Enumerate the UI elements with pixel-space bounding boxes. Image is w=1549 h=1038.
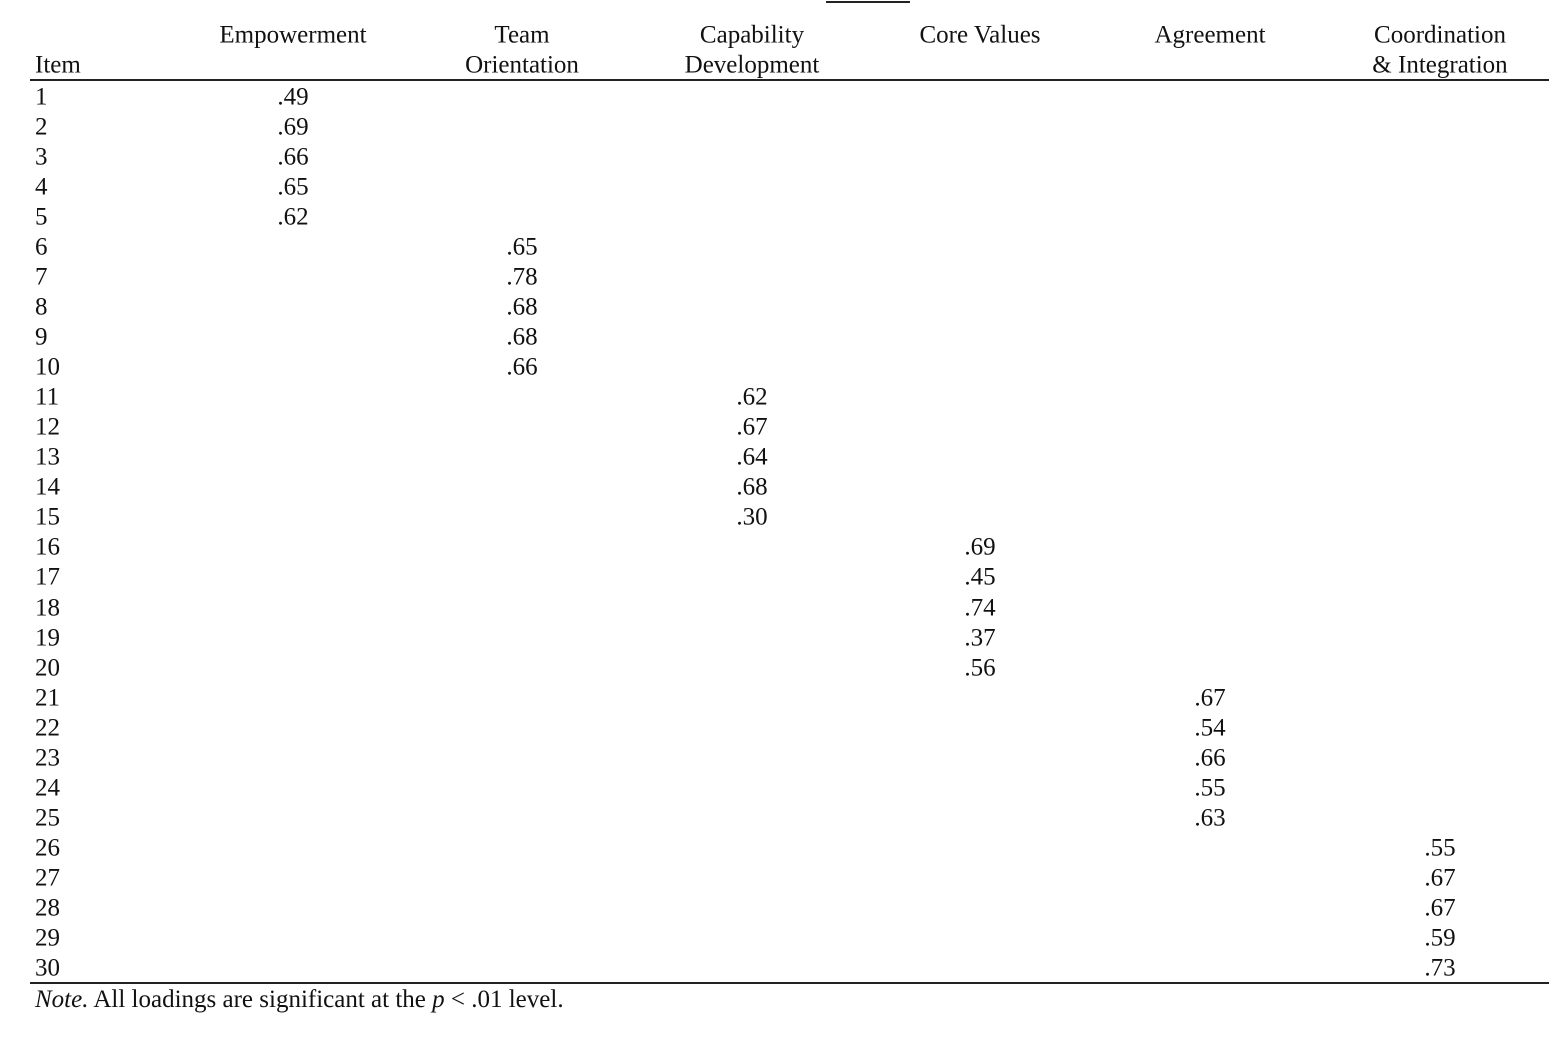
item-number: 13 <box>35 443 60 471</box>
header-cell: Team <box>494 21 550 49</box>
header-cell: Capability <box>699 21 805 49</box>
loading: .68 <box>506 323 538 351</box>
loading: .54 <box>1194 714 1226 742</box>
item-number: 22 <box>35 714 60 742</box>
loading: .67 <box>1194 684 1226 712</box>
item-number: 8 <box>35 293 48 321</box>
note-p: p <box>432 986 445 1013</box>
item-number: 23 <box>35 744 60 772</box>
header-rule <box>30 79 1549 81</box>
item-number: 19 <box>35 624 60 652</box>
loading: .56 <box>964 654 996 682</box>
loading: .68 <box>506 293 538 321</box>
note-text: All loadings are significant at the <box>93 986 426 1013</box>
loading: .67 <box>1424 894 1456 922</box>
loading: .68 <box>736 473 768 501</box>
item-number: 1 <box>35 83 48 111</box>
item-number: 7 <box>35 263 48 291</box>
item-number: 9 <box>35 323 48 351</box>
note-text: < .01 level. <box>450 986 564 1013</box>
item-number: 18 <box>35 594 60 621</box>
header-cell: & Integration <box>1372 51 1508 79</box>
loading: .65 <box>506 233 538 261</box>
loading: .65 <box>277 173 309 201</box>
item-number: 16 <box>35 533 60 561</box>
header-cell: Core Values <box>919 21 1041 49</box>
header-cell: Orientation <box>465 51 579 79</box>
header-cell: Development <box>684 51 820 79</box>
top-rule <box>826 1 910 3</box>
loading: .69 <box>964 533 996 561</box>
loading: .62 <box>736 383 768 411</box>
bottom-rule <box>30 982 1549 984</box>
loading: .59 <box>1424 924 1456 952</box>
item-number: 14 <box>35 473 60 501</box>
item-number: 30 <box>35 954 60 982</box>
header-cell: Coordination <box>1374 21 1506 49</box>
item-number: 15 <box>35 503 60 531</box>
loading: .49 <box>277 83 309 111</box>
loading: .74 <box>964 594 996 621</box>
item-number: 26 <box>35 834 60 862</box>
loading: .55 <box>1424 834 1456 862</box>
loading: .66 <box>1194 744 1226 772</box>
loading: .37 <box>964 624 996 652</box>
item-number: 17 <box>35 563 60 591</box>
item-number: 27 <box>35 864 60 892</box>
loading: .67 <box>1424 864 1456 892</box>
header-cell: Item <box>35 51 81 79</box>
item-number: 24 <box>35 774 60 802</box>
loading: .30 <box>736 503 768 531</box>
item-number: 6 <box>35 233 48 261</box>
table-note: Note. All loadings are significant at th… <box>35 986 564 1014</box>
loading: .64 <box>736 443 768 471</box>
loading: .66 <box>277 143 309 171</box>
item-number: 3 <box>35 143 48 171</box>
loading: .66 <box>506 353 538 381</box>
loading: .63 <box>1194 804 1226 832</box>
item-number: 10 <box>35 353 60 381</box>
loading: .55 <box>1194 774 1226 802</box>
header-cell: Empowerment <box>219 21 367 49</box>
loading: .45 <box>964 563 996 591</box>
item-number: 5 <box>35 203 48 231</box>
item-number: 12 <box>35 413 60 441</box>
item-number: 29 <box>35 924 60 952</box>
loading: .69 <box>277 113 309 141</box>
item-number: 11 <box>35 383 60 411</box>
loading: .78 <box>506 263 538 291</box>
item-number: 21 <box>35 684 60 712</box>
loading: .62 <box>277 203 309 231</box>
item-number: 4 <box>35 173 48 201</box>
item-number: 25 <box>35 804 60 832</box>
loading: .67 <box>736 413 768 441</box>
note-label: Note. <box>35 986 89 1013</box>
item-number: 2 <box>35 113 48 141</box>
item-number: 28 <box>35 894 60 922</box>
loading: .73 <box>1424 954 1456 982</box>
item-number: 20 <box>35 654 60 682</box>
header-cell: Agreement <box>1154 21 1266 49</box>
